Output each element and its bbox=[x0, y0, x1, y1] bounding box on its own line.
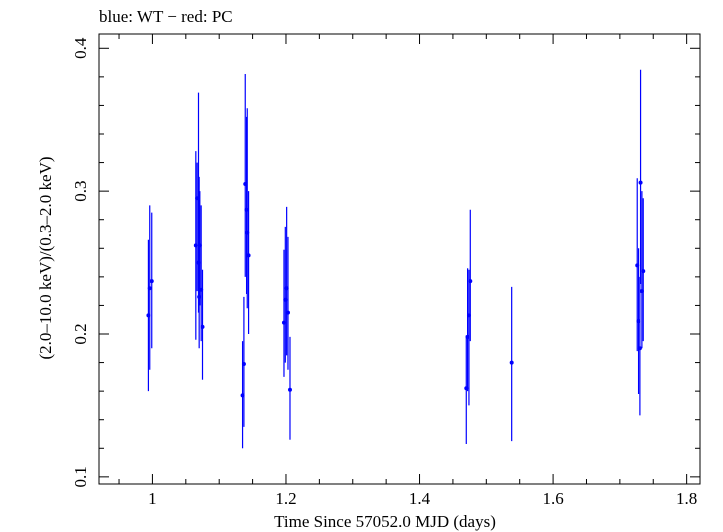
data-point bbox=[244, 207, 249, 212]
data-point bbox=[509, 360, 514, 365]
chart-title: blue: WT − red: PC bbox=[99, 7, 233, 26]
x-tick-label: 1.2 bbox=[275, 489, 296, 508]
y-tick-label: 0.3 bbox=[71, 181, 90, 202]
data-point bbox=[147, 286, 152, 291]
data-point bbox=[246, 253, 251, 258]
data-point bbox=[468, 279, 473, 284]
data-point bbox=[197, 294, 202, 299]
data-point bbox=[241, 362, 246, 366]
x-tick-label: 1.4 bbox=[409, 489, 431, 508]
data-point bbox=[200, 324, 205, 329]
y-tick-label: 0.4 bbox=[71, 37, 90, 59]
x-tick-label: 1 bbox=[148, 489, 157, 508]
data-marks bbox=[146, 69, 646, 449]
data-point bbox=[149, 279, 154, 284]
x-tick-label: 1.6 bbox=[542, 489, 563, 508]
axis-ticks: 1 1.2 1.4 1.6 1.8 0.1 0.2 0.3 0.4 bbox=[71, 34, 700, 508]
y-tick-label: 0.1 bbox=[71, 466, 90, 487]
data-point bbox=[641, 269, 646, 274]
x-tick-label: 1.8 bbox=[676, 489, 697, 508]
data-point bbox=[637, 346, 642, 351]
y-axis-label: (2.0–10.0 keV)/(0.3–2.0 keV) bbox=[36, 156, 55, 359]
data-point bbox=[638, 180, 643, 185]
data-point bbox=[287, 387, 292, 392]
plot-frame bbox=[98, 33, 701, 485]
y-tick-label: 0.2 bbox=[71, 323, 90, 344]
x-axis-label: Time Since 57052.0 MJD (days) bbox=[274, 512, 496, 531]
data-point bbox=[285, 310, 290, 315]
